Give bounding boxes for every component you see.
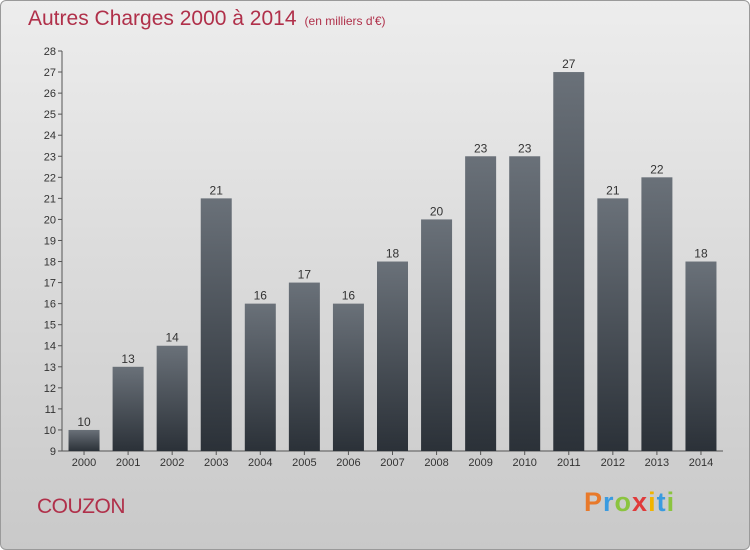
data-label: 10 (77, 415, 91, 429)
bar (597, 198, 629, 451)
y-tick-label: 12 (44, 383, 56, 395)
bar (685, 261, 717, 451)
y-tick-label: 15 (44, 320, 56, 332)
x-tick-label: 2004 (248, 457, 272, 469)
city-name: COUZON (37, 495, 126, 518)
data-label: 23 (474, 141, 488, 155)
x-tick-label: 2003 (204, 457, 228, 469)
x-tick-label: 2012 (601, 457, 625, 469)
bar (156, 345, 188, 451)
bar (200, 198, 232, 451)
data-label: 23 (518, 141, 532, 155)
bar (465, 156, 497, 451)
data-label: 20 (430, 204, 444, 218)
data-label: 17 (298, 268, 312, 282)
x-tick-label: 2011 (557, 457, 581, 469)
plot-area: 9 10 11 12 13 14 15 16 17 18 19 20 21 22 23 24 25 26 27 28 2… (44, 46, 723, 469)
x-tick-label: 2005 (292, 457, 316, 469)
data-label: 21 (606, 183, 620, 197)
y-tick-label: 19 (44, 235, 56, 247)
bar (641, 177, 673, 451)
bar (112, 366, 144, 451)
data-label: 14 (165, 331, 179, 345)
y-tick-label: 10 (44, 425, 56, 437)
data-label: 21 (210, 183, 224, 197)
y-tick-label: 17 (44, 278, 56, 290)
bar (288, 282, 320, 451)
y-tick-label: 23 (44, 151, 56, 163)
bar (377, 261, 408, 451)
data-label: 22 (650, 162, 664, 176)
chart-title-main: Autres Charges 2000 à 2014 (28, 7, 297, 30)
x-tick-label: 2001 (116, 457, 140, 469)
y-tick-label: 27 (44, 67, 56, 79)
y-tick-label: 11 (45, 404, 56, 416)
y-tick-label: 25 (44, 109, 56, 121)
x-tick-label: 2002 (160, 457, 184, 469)
bar (509, 156, 541, 451)
y-tick-label: 9 (50, 446, 56, 458)
x-tick-label: 2010 (512, 457, 536, 469)
x-tick-label: 2008 (424, 457, 448, 469)
y-tick-label: 28 (44, 46, 56, 58)
chart-title: Autres Charges 2000 à 2014 (en milliers d… (28, 7, 386, 31)
x-tick-label: 2014 (689, 457, 713, 469)
y-tick-label: 24 (44, 130, 56, 142)
bar (553, 72, 585, 451)
data-label: 16 (342, 289, 356, 303)
bar (244, 303, 276, 451)
x-tick-label: 2000 (72, 457, 96, 469)
y-tick-label: 21 (44, 193, 56, 205)
y-tick-label: 16 (44, 299, 56, 311)
chart-title-unit: (en milliers d'€) (304, 14, 386, 28)
y-tick-label: 14 (44, 341, 56, 353)
data-label: 18 (694, 247, 708, 261)
x-tick-label: 2006 (336, 457, 360, 469)
data-label: 18 (386, 247, 400, 261)
y-tick-label: 22 (44, 172, 56, 184)
y-tick-label: 18 (44, 257, 56, 269)
x-tick-label: 2013 (645, 457, 669, 469)
y-tick-label: 20 (44, 214, 56, 226)
x-tick-label: 2007 (380, 457, 404, 469)
y-tick-label: 13 (44, 362, 56, 374)
proxiti-logo: Proxiti (584, 487, 676, 517)
data-label: 27 (562, 57, 576, 71)
data-label: 13 (121, 352, 135, 366)
x-tick-label: 2009 (468, 457, 492, 469)
data-label: 16 (254, 289, 268, 303)
bar (68, 429, 100, 451)
y-tick-label: 26 (44, 88, 56, 100)
bar (332, 303, 364, 451)
bar (421, 219, 453, 451)
